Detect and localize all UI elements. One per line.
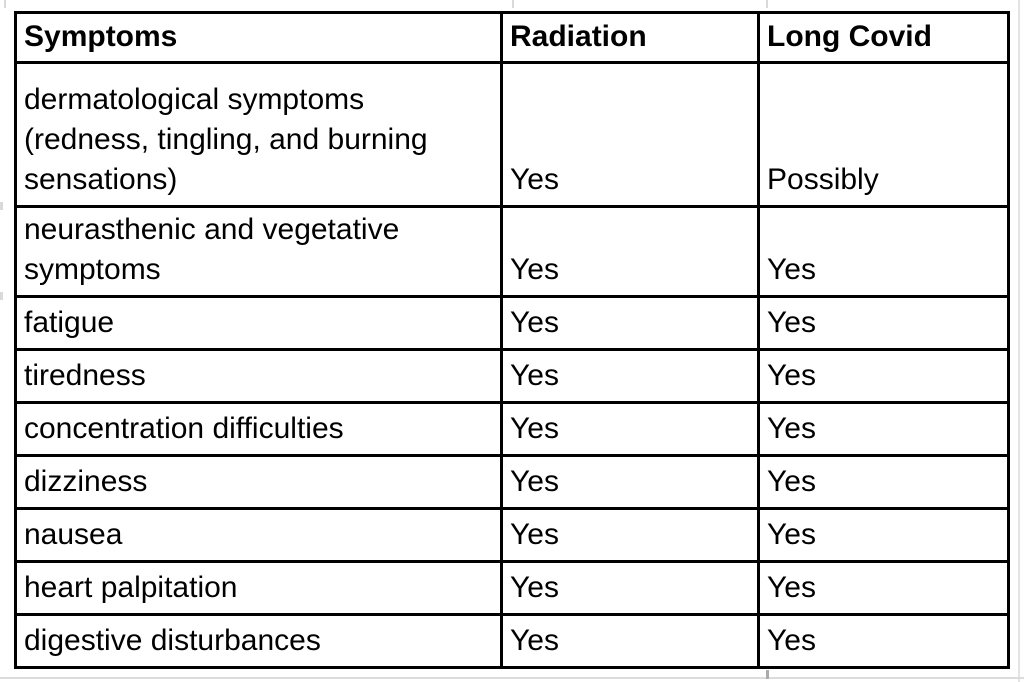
symptom-cell: nausea	[14, 507, 503, 563]
spreadsheet-gridline-stub	[0, 292, 3, 300]
long-covid-cell: Yes	[757, 507, 1010, 563]
symptom-cell: digestive disturbances	[14, 613, 503, 669]
long-covid-cell: Yes	[757, 205, 1010, 298]
symptom-cell: dermatological symptoms (redness, tingli…	[14, 61, 503, 208]
symptom-cell: concentration difficulties	[14, 401, 503, 457]
symptom-cell: tiredness	[14, 348, 503, 404]
spreadsheet-gridline-bottom	[0, 677, 1024, 679]
radiation-cell: Yes	[500, 560, 760, 616]
long-covid-cell: Possibly	[757, 61, 1010, 208]
radiation-cell: Yes	[500, 205, 760, 298]
symptom-cell: neurasthenic and vegetative symptoms	[14, 205, 503, 298]
table-row: tiredness Yes Yes	[14, 348, 1010, 404]
radiation-cell: Yes	[500, 454, 760, 510]
table-row: fatigue Yes Yes	[14, 295, 1010, 351]
column-header-symptoms: Symptoms	[14, 11, 503, 64]
table-row: dizziness Yes Yes	[14, 454, 1010, 510]
spreadsheet-gridline-stub	[4, 0, 6, 8]
table-row: concentration difficulties Yes Yes	[14, 401, 1010, 457]
symptoms-comparison-table: Symptoms Radiation Long Covid dermatolog…	[14, 11, 1010, 669]
radiation-cell: Yes	[500, 295, 760, 351]
table-row: nausea Yes Yes	[14, 507, 1010, 563]
long-covid-cell: Yes	[757, 454, 1010, 510]
symptom-cell: heart palpitation	[14, 560, 503, 616]
spreadsheet-gridline-stub	[766, 0, 768, 8]
column-header-long-covid: Long Covid	[757, 11, 1010, 64]
table-row: neurasthenic and vegetative symptoms Yes…	[14, 205, 1010, 298]
header-row: Symptoms Radiation Long Covid	[14, 11, 1010, 64]
radiation-cell: Yes	[500, 507, 760, 563]
spreadsheet-gridline-stub	[0, 202, 3, 210]
long-covid-cell: Yes	[757, 560, 1010, 616]
spreadsheet-gridline-stub	[512, 0, 514, 8]
long-covid-cell: Yes	[757, 348, 1010, 404]
long-covid-cell: Yes	[757, 613, 1010, 669]
radiation-cell: Yes	[500, 61, 760, 208]
long-covid-cell: Yes	[757, 401, 1010, 457]
column-header-radiation: Radiation	[500, 11, 760, 64]
spreadsheet-gridline-stub	[766, 670, 769, 679]
symptom-cell: fatigue	[14, 295, 503, 351]
radiation-cell: Yes	[500, 348, 760, 404]
radiation-cell: Yes	[500, 401, 760, 457]
table-row: heart palpitation Yes Yes	[14, 560, 1010, 616]
table-row: digestive disturbances Yes Yes	[14, 613, 1010, 669]
radiation-cell: Yes	[500, 613, 760, 669]
long-covid-cell: Yes	[757, 295, 1010, 351]
spreadsheet-gridline-right	[1018, 0, 1020, 682]
symptom-cell: dizziness	[14, 454, 503, 510]
table-row: dermatological symptoms (redness, tingli…	[14, 61, 1010, 208]
